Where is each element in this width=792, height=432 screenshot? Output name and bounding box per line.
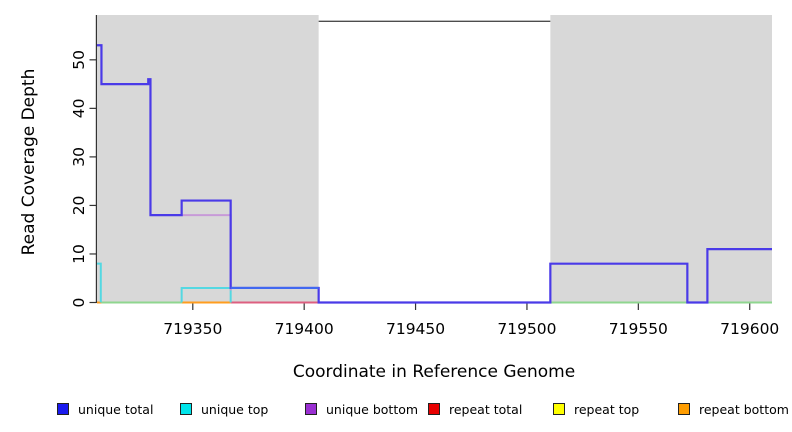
x-tick-label: 719350 xyxy=(163,320,222,338)
shaded-region xyxy=(97,15,319,303)
y-tick-label: 20 xyxy=(70,196,88,216)
x-tick-label: 719450 xyxy=(386,320,445,338)
shaded-region xyxy=(550,15,772,303)
y-tick-label: 50 xyxy=(70,50,88,70)
x-tick-label: 719500 xyxy=(497,320,556,338)
x-axis-title: Coordinate in Reference Genome xyxy=(293,362,575,382)
series-unique-total xyxy=(97,44,772,304)
y-axis-title: Read Coverage Depth xyxy=(19,69,39,256)
y-tick-label: 0 xyxy=(70,298,88,308)
y-tick-label: 10 xyxy=(70,244,88,264)
x-tick-label: 719550 xyxy=(609,320,668,338)
series-unique-top xyxy=(97,262,102,303)
y-tick-label: 30 xyxy=(70,147,88,167)
plot-layers: 0 10 20 30 40 50 719350 719400 719450 719500 71955… xyxy=(70,15,779,338)
x-tick-label: 719400 xyxy=(275,320,334,338)
x-tick-label: 719600 xyxy=(720,320,779,338)
y-tick-label: 40 xyxy=(70,98,88,118)
series-unique-top xyxy=(180,286,232,303)
